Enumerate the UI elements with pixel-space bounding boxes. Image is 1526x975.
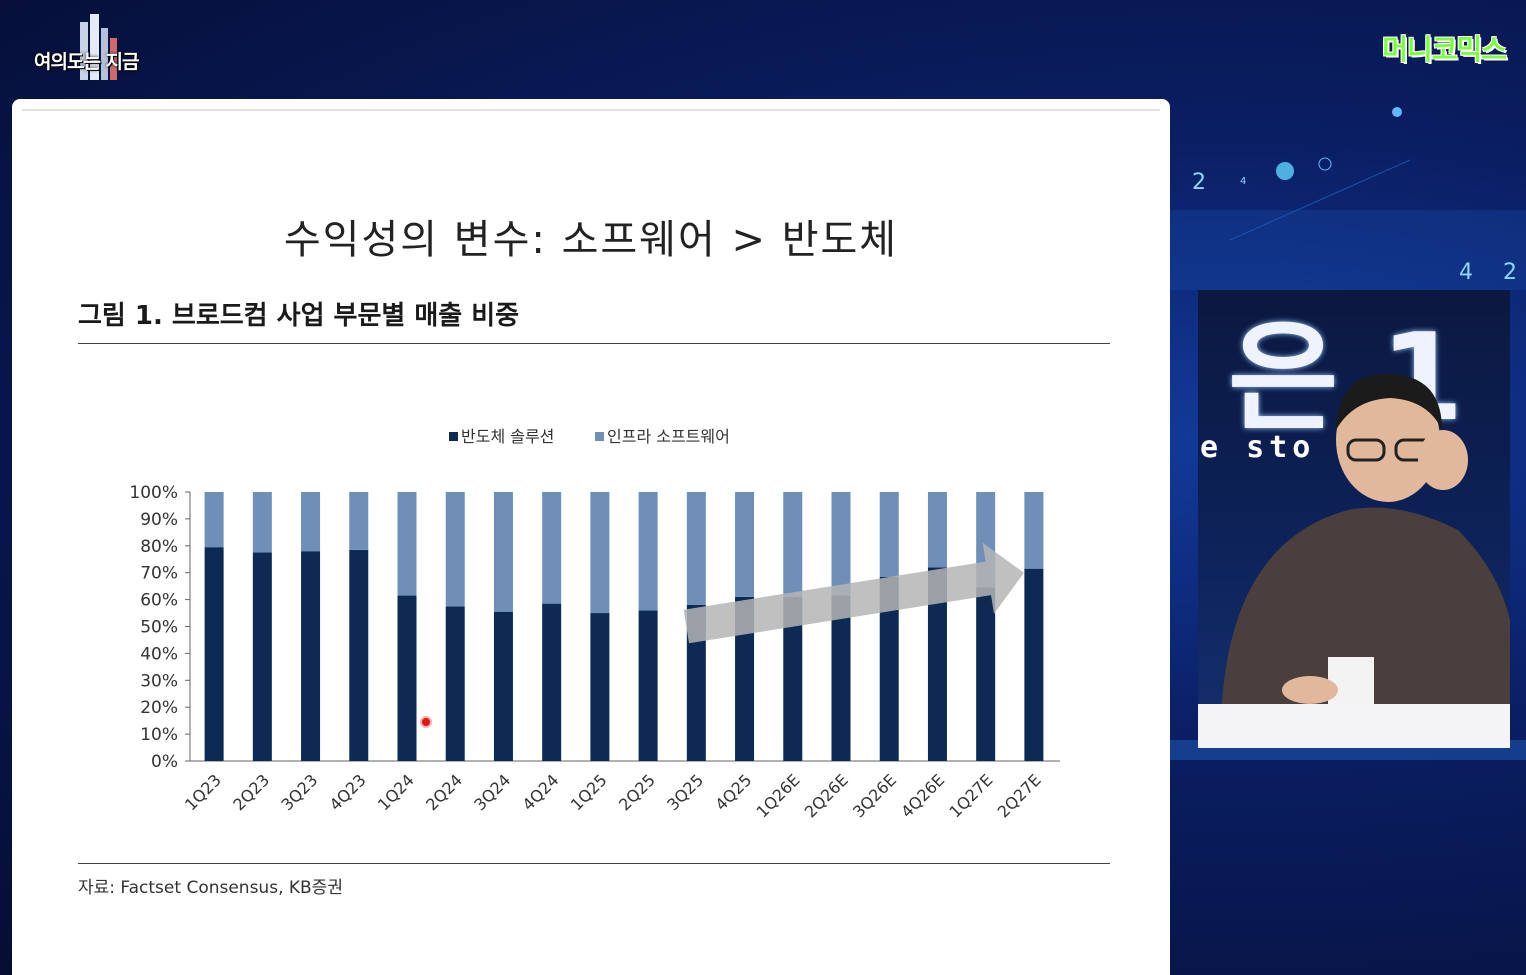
x-tick-label: 1Q27E <box>945 770 996 821</box>
deco-number: 4 <box>1459 260 1473 285</box>
source-note: 자료: Factset Consensus, KB증권 <box>78 878 343 898</box>
y-tick-label: 100% <box>129 483 178 503</box>
x-tick-label: 2Q23 <box>229 770 273 814</box>
presenter-figure <box>1218 373 1510 748</box>
bar-segment <box>783 596 803 761</box>
presenter-video: 은 1 e sto no <box>1198 290 1510 748</box>
x-tick-label: 3Q25 <box>663 770 707 814</box>
legend-swatch <box>449 432 458 441</box>
bar-segment <box>445 606 465 761</box>
bar-segment <box>349 549 369 761</box>
bar-segment <box>638 492 658 611</box>
cursor-indicator <box>420 716 432 728</box>
x-tick-label: 1Q23 <box>181 770 225 814</box>
deco-number: 2 <box>1192 170 1206 195</box>
deco-number: 4 <box>1240 176 1247 187</box>
presentation-slide: 수익성의 변수: 소프웨어 > 반도체 그림 1. 브로드컴 사업 부문별 매출… <box>12 99 1170 975</box>
y-tick-label: 50% <box>140 618 178 638</box>
bar-segment <box>735 492 755 597</box>
legend-label: 반도체 솔루션 <box>461 427 554 446</box>
x-tick-label: 2Q25 <box>615 770 659 814</box>
legend-label: 인프라 소프트웨어 <box>607 427 730 446</box>
show-logo: 여의도는 지금 <box>30 14 170 84</box>
bar-segment <box>204 492 224 548</box>
x-tick-label: 4Q26E <box>897 770 948 821</box>
x-tick-label: 2Q24 <box>422 770 466 814</box>
bar-segment <box>542 603 562 761</box>
divider <box>78 343 1110 344</box>
bar-segment <box>301 492 321 552</box>
divider <box>78 863 1110 864</box>
y-tick-label: 30% <box>140 671 178 691</box>
slide-headline: 수익성의 변수: 소프웨어 > 반도체 <box>283 217 899 263</box>
y-tick-label: 20% <box>140 698 178 718</box>
y-tick-label: 0% <box>151 752 178 772</box>
x-tick-label: 1Q25 <box>567 770 611 814</box>
x-tick-label: 3Q23 <box>277 770 321 814</box>
bar-segment <box>349 492 369 550</box>
bar-segment <box>686 492 706 605</box>
x-tick-label: 4Q25 <box>711 770 755 814</box>
slide-top-border <box>22 109 1160 111</box>
bar-segment <box>1024 568 1044 761</box>
bar-segment <box>976 587 996 761</box>
stacked-bar-chart: 반도체 솔루션 인프라 소프트웨어 0% 10% 20% 30% 40% 50% 60% 70% 8… <box>129 427 1060 821</box>
bar-segment <box>927 492 947 568</box>
bar-segment <box>735 596 755 761</box>
background-decoration <box>1170 107 1526 760</box>
building-icon <box>80 14 117 80</box>
bar-segment <box>301 551 321 761</box>
x-tick-label: 4Q24 <box>519 770 563 814</box>
bar-segment <box>1024 492 1044 569</box>
x-tick-label: 2Q27E <box>994 770 1045 821</box>
bar-segment <box>879 492 899 577</box>
y-tick-label: 80% <box>140 537 178 557</box>
y-tick-label: 40% <box>140 644 178 664</box>
x-tick-label: 3Q26E <box>849 770 900 821</box>
bar-segment <box>590 492 610 614</box>
bar-segment <box>831 492 851 596</box>
bar-segment <box>686 604 706 761</box>
bar-segment <box>397 492 417 596</box>
y-tick-label: 70% <box>140 564 178 584</box>
x-tick-label: 1Q24 <box>374 770 418 814</box>
channel-logo: 머니코믹스 <box>1382 33 1507 66</box>
bar-segment <box>252 552 272 761</box>
bar-segment <box>927 567 947 761</box>
show-title: 여의도는 지금 <box>34 51 139 73</box>
x-tick-label: 4Q23 <box>326 770 370 814</box>
bar-segment <box>493 611 513 761</box>
bar-segment <box>204 547 224 761</box>
figure-title: 그림 1. 브로드컴 사업 부문별 매출 비중 <box>78 301 520 331</box>
x-tick-label: 1Q26E <box>753 770 804 821</box>
x-tick-label: 2Q26E <box>801 770 852 821</box>
y-tick-label: 90% <box>140 510 178 530</box>
bar-segment <box>590 613 610 761</box>
bar-segment <box>445 492 465 607</box>
bar-segment <box>831 595 851 761</box>
deco-number: 2 <box>1503 260 1517 285</box>
x-tick-label: 3Q24 <box>470 770 514 814</box>
bar-segment <box>638 610 658 761</box>
bar-segment <box>397 595 417 761</box>
trend-arrow <box>683 542 1024 644</box>
bar-segment <box>879 576 899 761</box>
bar-segment <box>783 492 803 597</box>
bar-segment <box>542 492 562 604</box>
desk <box>1198 704 1510 748</box>
bar-segment <box>493 492 513 612</box>
y-tick-label: 10% <box>140 725 178 745</box>
y-tick-label: 60% <box>140 591 178 611</box>
legend-swatch <box>595 432 604 441</box>
bar-segment <box>252 492 272 553</box>
